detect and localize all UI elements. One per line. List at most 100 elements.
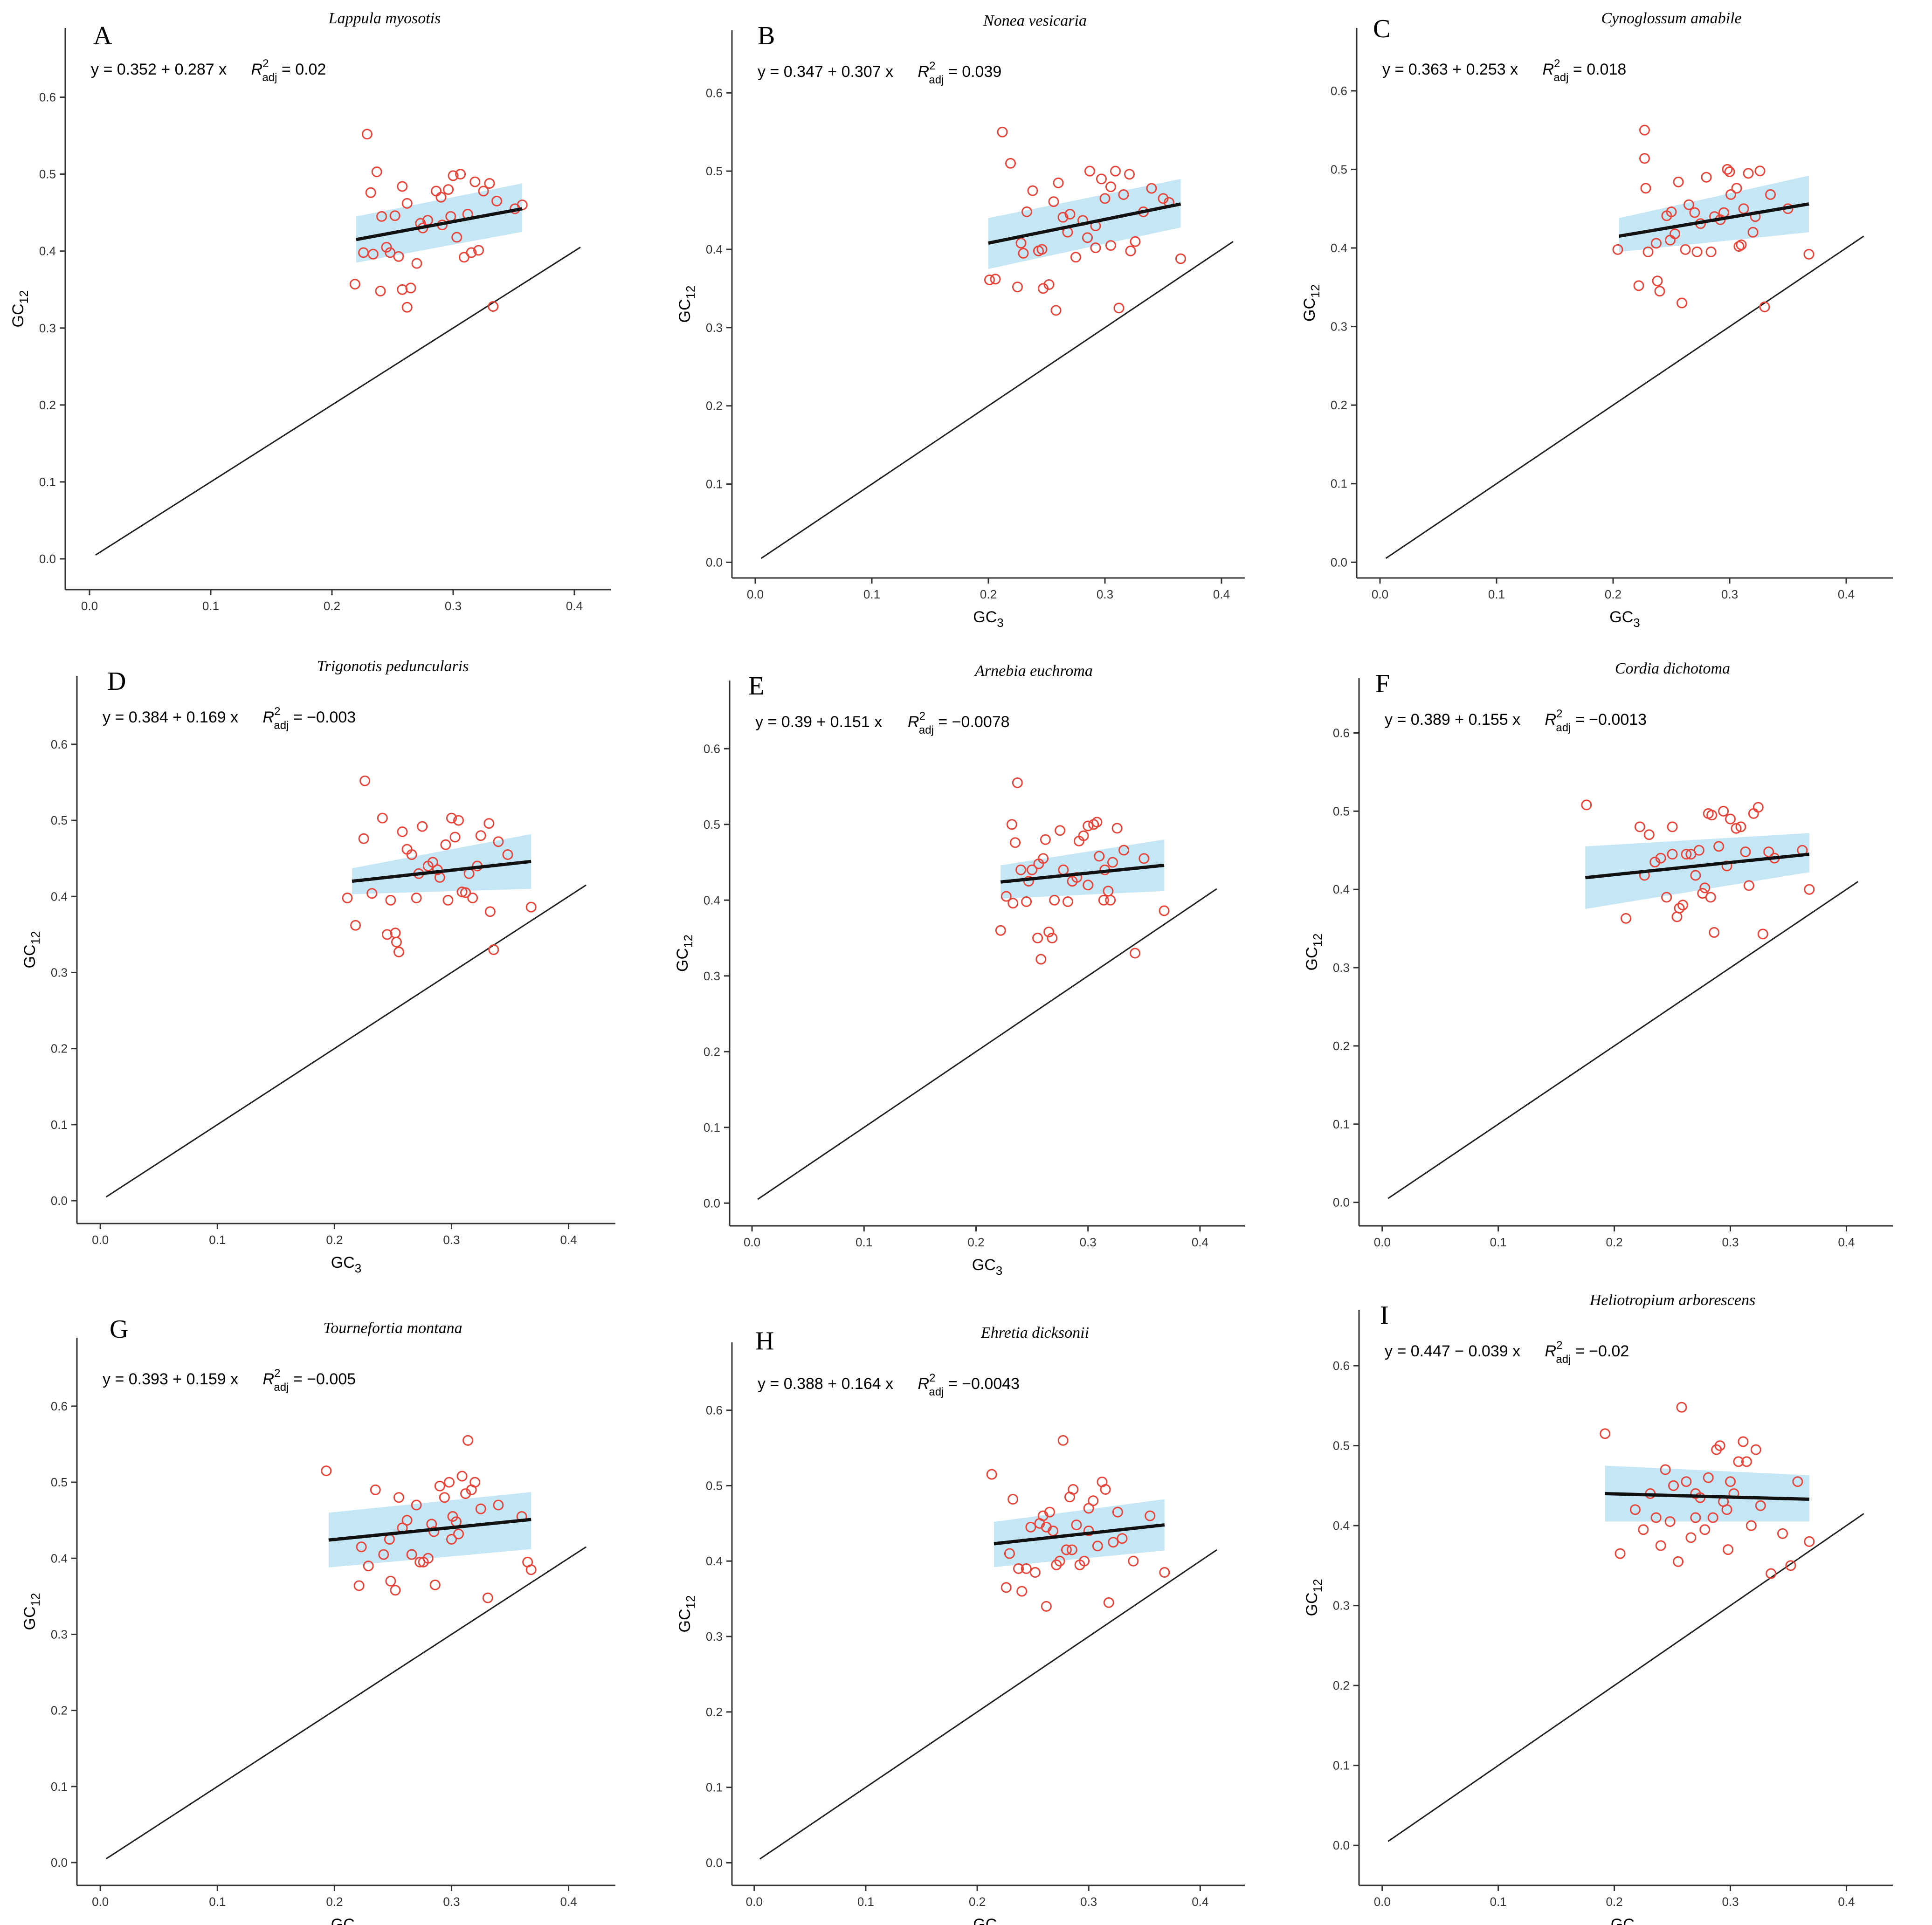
data-point (377, 812, 388, 824)
y-tick-label: 0.6 (1333, 1359, 1350, 1373)
y-tick-label: 0.3 (1333, 1599, 1350, 1613)
x-tick-label: 0.2 (326, 1895, 343, 1909)
data-point (397, 826, 408, 838)
data-point (1036, 244, 1048, 255)
data-point (1629, 1504, 1641, 1515)
data-point (1054, 1555, 1065, 1567)
regression-equation: y = 0.363 + 0.253 x (1382, 61, 1518, 78)
x-tick-label: 0.1 (209, 1895, 226, 1909)
data-point (1079, 1555, 1090, 1567)
y-tick-label: 0.0 (51, 1856, 68, 1870)
r2-adjusted: R2 adj = −0.003 (263, 705, 356, 732)
data-point (1124, 169, 1135, 180)
data-point (1685, 1532, 1697, 1543)
data-point (1677, 900, 1688, 911)
data-point (1007, 1494, 1019, 1505)
panel-i: 0.0 0.1 0.2 0.3 0.4 0.5 0.6 0.0 0.1 0.2 0.3 0.4 I Hel… (1303, 1292, 1893, 1925)
y-tick-label: 0.1 (1333, 1759, 1350, 1773)
data-point (448, 170, 459, 181)
x-axis-label: GC3 (331, 1916, 361, 1925)
x-tick-label: 0.2 (969, 1895, 986, 1909)
y-tick-label: 0.5 (51, 1475, 68, 1489)
data-point (406, 1549, 417, 1560)
regression-equation: y = 0.389 + 0.155 x (1385, 711, 1520, 729)
data-point (466, 247, 477, 258)
data-point (1754, 165, 1766, 177)
data-point (1661, 892, 1672, 903)
y-tick-label: 0.1 (39, 475, 56, 489)
y-tick-label: 0.2 (1333, 1039, 1350, 1053)
y-tick-label: 0.4 (704, 893, 720, 907)
y-tick-label: 0.0 (39, 552, 56, 566)
x-tick-label: 0.1 (202, 599, 219, 613)
data-point (1043, 927, 1055, 937)
y-tick-label: 0.4 (1333, 882, 1350, 896)
data-point (381, 929, 393, 940)
data-point (1674, 903, 1685, 914)
data-point (1703, 1472, 1714, 1483)
data-point (1021, 896, 1032, 907)
data-point (1665, 234, 1676, 246)
panel-title: Tournefortia montana (323, 1320, 462, 1337)
panel-letter: F (1375, 669, 1390, 698)
y-tick-label: 0.3 (39, 321, 56, 335)
data-point (462, 1435, 474, 1446)
data-point (1033, 858, 1044, 869)
data-point (460, 887, 471, 898)
data-point (1725, 189, 1736, 200)
data-point (1612, 244, 1623, 255)
data-point (1615, 1548, 1626, 1559)
y-tick-label: 0.2 (706, 1705, 723, 1719)
x-tick-label: 0.2 (1606, 1895, 1623, 1909)
y-axis-label: GC12 (1301, 284, 1322, 322)
data-point (1092, 1540, 1103, 1552)
data-point (1699, 882, 1711, 894)
data-point (451, 232, 462, 243)
data-point (1006, 819, 1017, 830)
data-point (1655, 1540, 1666, 1551)
data-point (522, 1556, 533, 1568)
panel-title: Ehretia dicksonii (980, 1324, 1089, 1341)
data-point (1091, 817, 1103, 828)
panel-letter: C (1373, 14, 1390, 43)
data-point (1098, 894, 1109, 906)
data-point (393, 251, 404, 262)
panel-a: 0.0 0.1 0.2 0.3 0.4 0.5 0.6 0.0 0.1 0.2 0.3 0.4 A Lap… (9, 10, 611, 613)
panel-letter: A (93, 21, 112, 50)
data-point (1105, 240, 1116, 251)
data-point (483, 818, 495, 829)
x-tick-label: 0.2 (980, 587, 997, 601)
regression-equation: y = 0.384 + 0.169 x (103, 708, 238, 726)
regression-equation: y = 0.388 + 0.164 x (758, 1375, 893, 1393)
data-point (431, 186, 442, 197)
data-point (1747, 227, 1759, 238)
x-tick-label: 0.0 (92, 1233, 109, 1247)
y-tick-label: 0.5 (1331, 162, 1347, 176)
data-point (401, 1515, 413, 1526)
data-point (1765, 189, 1776, 200)
x-axis-label: GC3 (1609, 608, 1640, 630)
data-point (1112, 1506, 1123, 1518)
data-point (1750, 1444, 1761, 1455)
data-point (1804, 884, 1815, 895)
data-point (370, 1484, 381, 1495)
y-tick-label: 0.4 (1333, 1519, 1350, 1533)
data-point (1634, 821, 1645, 832)
data-point (1159, 1567, 1170, 1578)
data-point (1027, 864, 1038, 875)
data-point (356, 1541, 367, 1553)
data-point (1763, 846, 1774, 858)
reference-line (95, 247, 581, 556)
data-point (1048, 196, 1059, 207)
data-point (406, 849, 417, 860)
data-point (453, 1528, 464, 1540)
data-point (1175, 253, 1186, 264)
data-point (995, 925, 1006, 936)
data-point (1722, 164, 1733, 175)
data-point (1642, 246, 1654, 257)
data-point (1705, 246, 1717, 257)
data-point (1581, 799, 1592, 811)
data-point (1013, 1563, 1024, 1574)
data-point (1707, 1512, 1718, 1523)
panel-title: Arnebia euchroma (974, 662, 1093, 680)
